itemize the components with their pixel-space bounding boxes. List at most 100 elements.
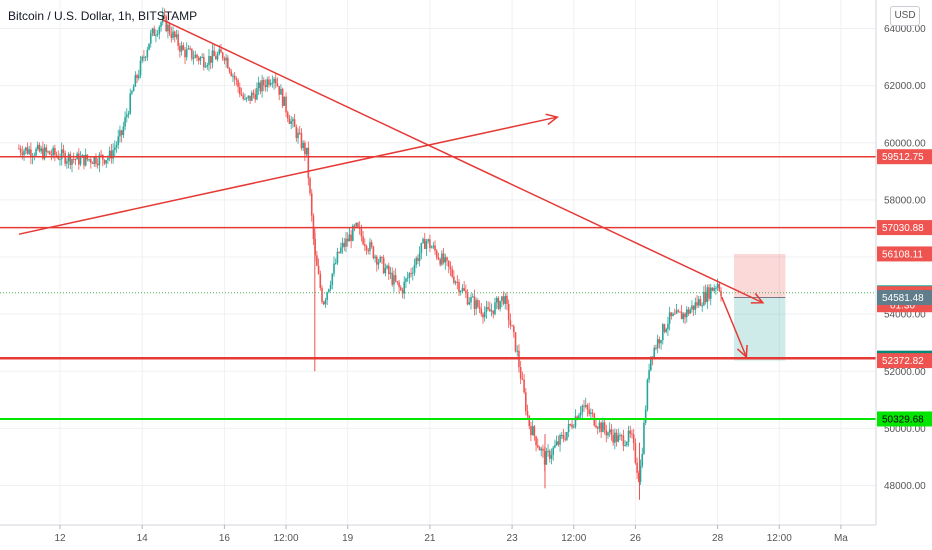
candle-body [264, 85, 267, 88]
candle-body [288, 118, 291, 124]
trend-line[interactable] [721, 296, 748, 358]
candle-body [304, 142, 306, 155]
candle-body [564, 438, 566, 440]
candle-body [336, 251, 339, 264]
candle-body [64, 152, 66, 164]
price-axis[interactable] [876, 0, 932, 550]
candle-body [406, 277, 409, 279]
candle-body [201, 56, 203, 58]
candle-body [444, 257, 447, 263]
candle-body [360, 228, 363, 237]
candle-body [495, 297, 498, 303]
candle-body [482, 314, 484, 318]
candle-body [682, 313, 685, 320]
candle-body [687, 309, 690, 314]
candle-body [442, 253, 445, 263]
candle-body [670, 312, 673, 316]
candle-body [367, 250, 370, 252]
candle-body [391, 272, 394, 285]
candle-body [91, 162, 94, 164]
candle-body [662, 324, 664, 341]
candle-body [233, 75, 236, 80]
candle-body [617, 435, 620, 442]
candle-body [410, 273, 412, 275]
candle-body [139, 60, 142, 76]
candle-body [531, 426, 534, 436]
price-tag [877, 290, 932, 306]
candle-body [18, 148, 20, 150]
candle-body [280, 88, 282, 95]
candle-body [425, 241, 428, 249]
x-tick-label: 12:00 [767, 533, 792, 544]
candle-body [235, 79, 238, 81]
candle-body [167, 24, 169, 32]
candle-body [137, 75, 140, 79]
candle-body [274, 78, 277, 84]
candle-body [427, 239, 429, 242]
candle-body [55, 154, 58, 156]
candle-body [639, 465, 642, 482]
candle-body [454, 281, 457, 283]
candle-body [144, 57, 147, 59]
candle-body [511, 325, 513, 327]
candle-body [608, 429, 611, 433]
candle-body [259, 82, 262, 92]
candle-body [155, 34, 157, 36]
candle-body [631, 433, 633, 435]
candle-body [494, 302, 496, 315]
candle-body [170, 33, 173, 38]
candle-body [204, 66, 207, 68]
candle-body [388, 265, 390, 275]
arrow-head [736, 344, 748, 359]
candle-body [715, 287, 717, 289]
candle-body [708, 287, 710, 299]
candle-body [624, 444, 626, 446]
stop-loss-zone[interactable] [734, 253, 786, 298]
x-tick-label: 12:00 [274, 533, 299, 544]
candle-body [23, 150, 25, 156]
candle-body [228, 68, 231, 72]
candle-body [596, 427, 599, 429]
candle-body [718, 283, 721, 291]
trend-line[interactable] [18, 116, 558, 235]
candle-body [266, 79, 269, 88]
candle-body [127, 113, 130, 115]
y-tick-label: 48000.00 [884, 481, 926, 492]
x-tick-label: 12:00 [561, 533, 586, 544]
candle-body [254, 94, 257, 100]
candle-body [694, 302, 697, 310]
candle-body [252, 92, 255, 95]
candle-body [194, 54, 197, 58]
candle-body [429, 239, 431, 249]
candle-body [636, 462, 638, 473]
candle-body [459, 291, 462, 293]
currency-button[interactable]: USD [890, 6, 920, 26]
time-axis[interactable] [0, 525, 876, 550]
x-tick-label: 28 [712, 533, 724, 544]
candle-body [514, 332, 517, 352]
candle-body [153, 28, 155, 36]
x-tick-label: 23 [507, 533, 519, 544]
candle-body [405, 278, 407, 282]
candle-body [701, 305, 703, 307]
candle-body [415, 258, 417, 265]
candle-body [376, 256, 378, 265]
take-profit-zone[interactable] [734, 297, 786, 361]
candle-body [203, 56, 205, 68]
price-tag-countdown: 01:30 [890, 301, 915, 312]
candle-body [598, 422, 601, 429]
candle-body [386, 265, 388, 269]
candle-body [220, 49, 222, 53]
candle-body [646, 379, 649, 410]
candle-body [365, 246, 368, 251]
price-tag-label: 52372.82 [882, 356, 924, 367]
candle-body [471, 296, 474, 298]
candle-body [542, 448, 544, 451]
candle-body [560, 435, 563, 437]
trend-line[interactable] [162, 19, 764, 304]
candle-body [579, 412, 582, 416]
price-tag-label: 56108.11 [882, 249, 923, 260]
candle-body [536, 445, 539, 448]
candle-body [57, 155, 60, 160]
